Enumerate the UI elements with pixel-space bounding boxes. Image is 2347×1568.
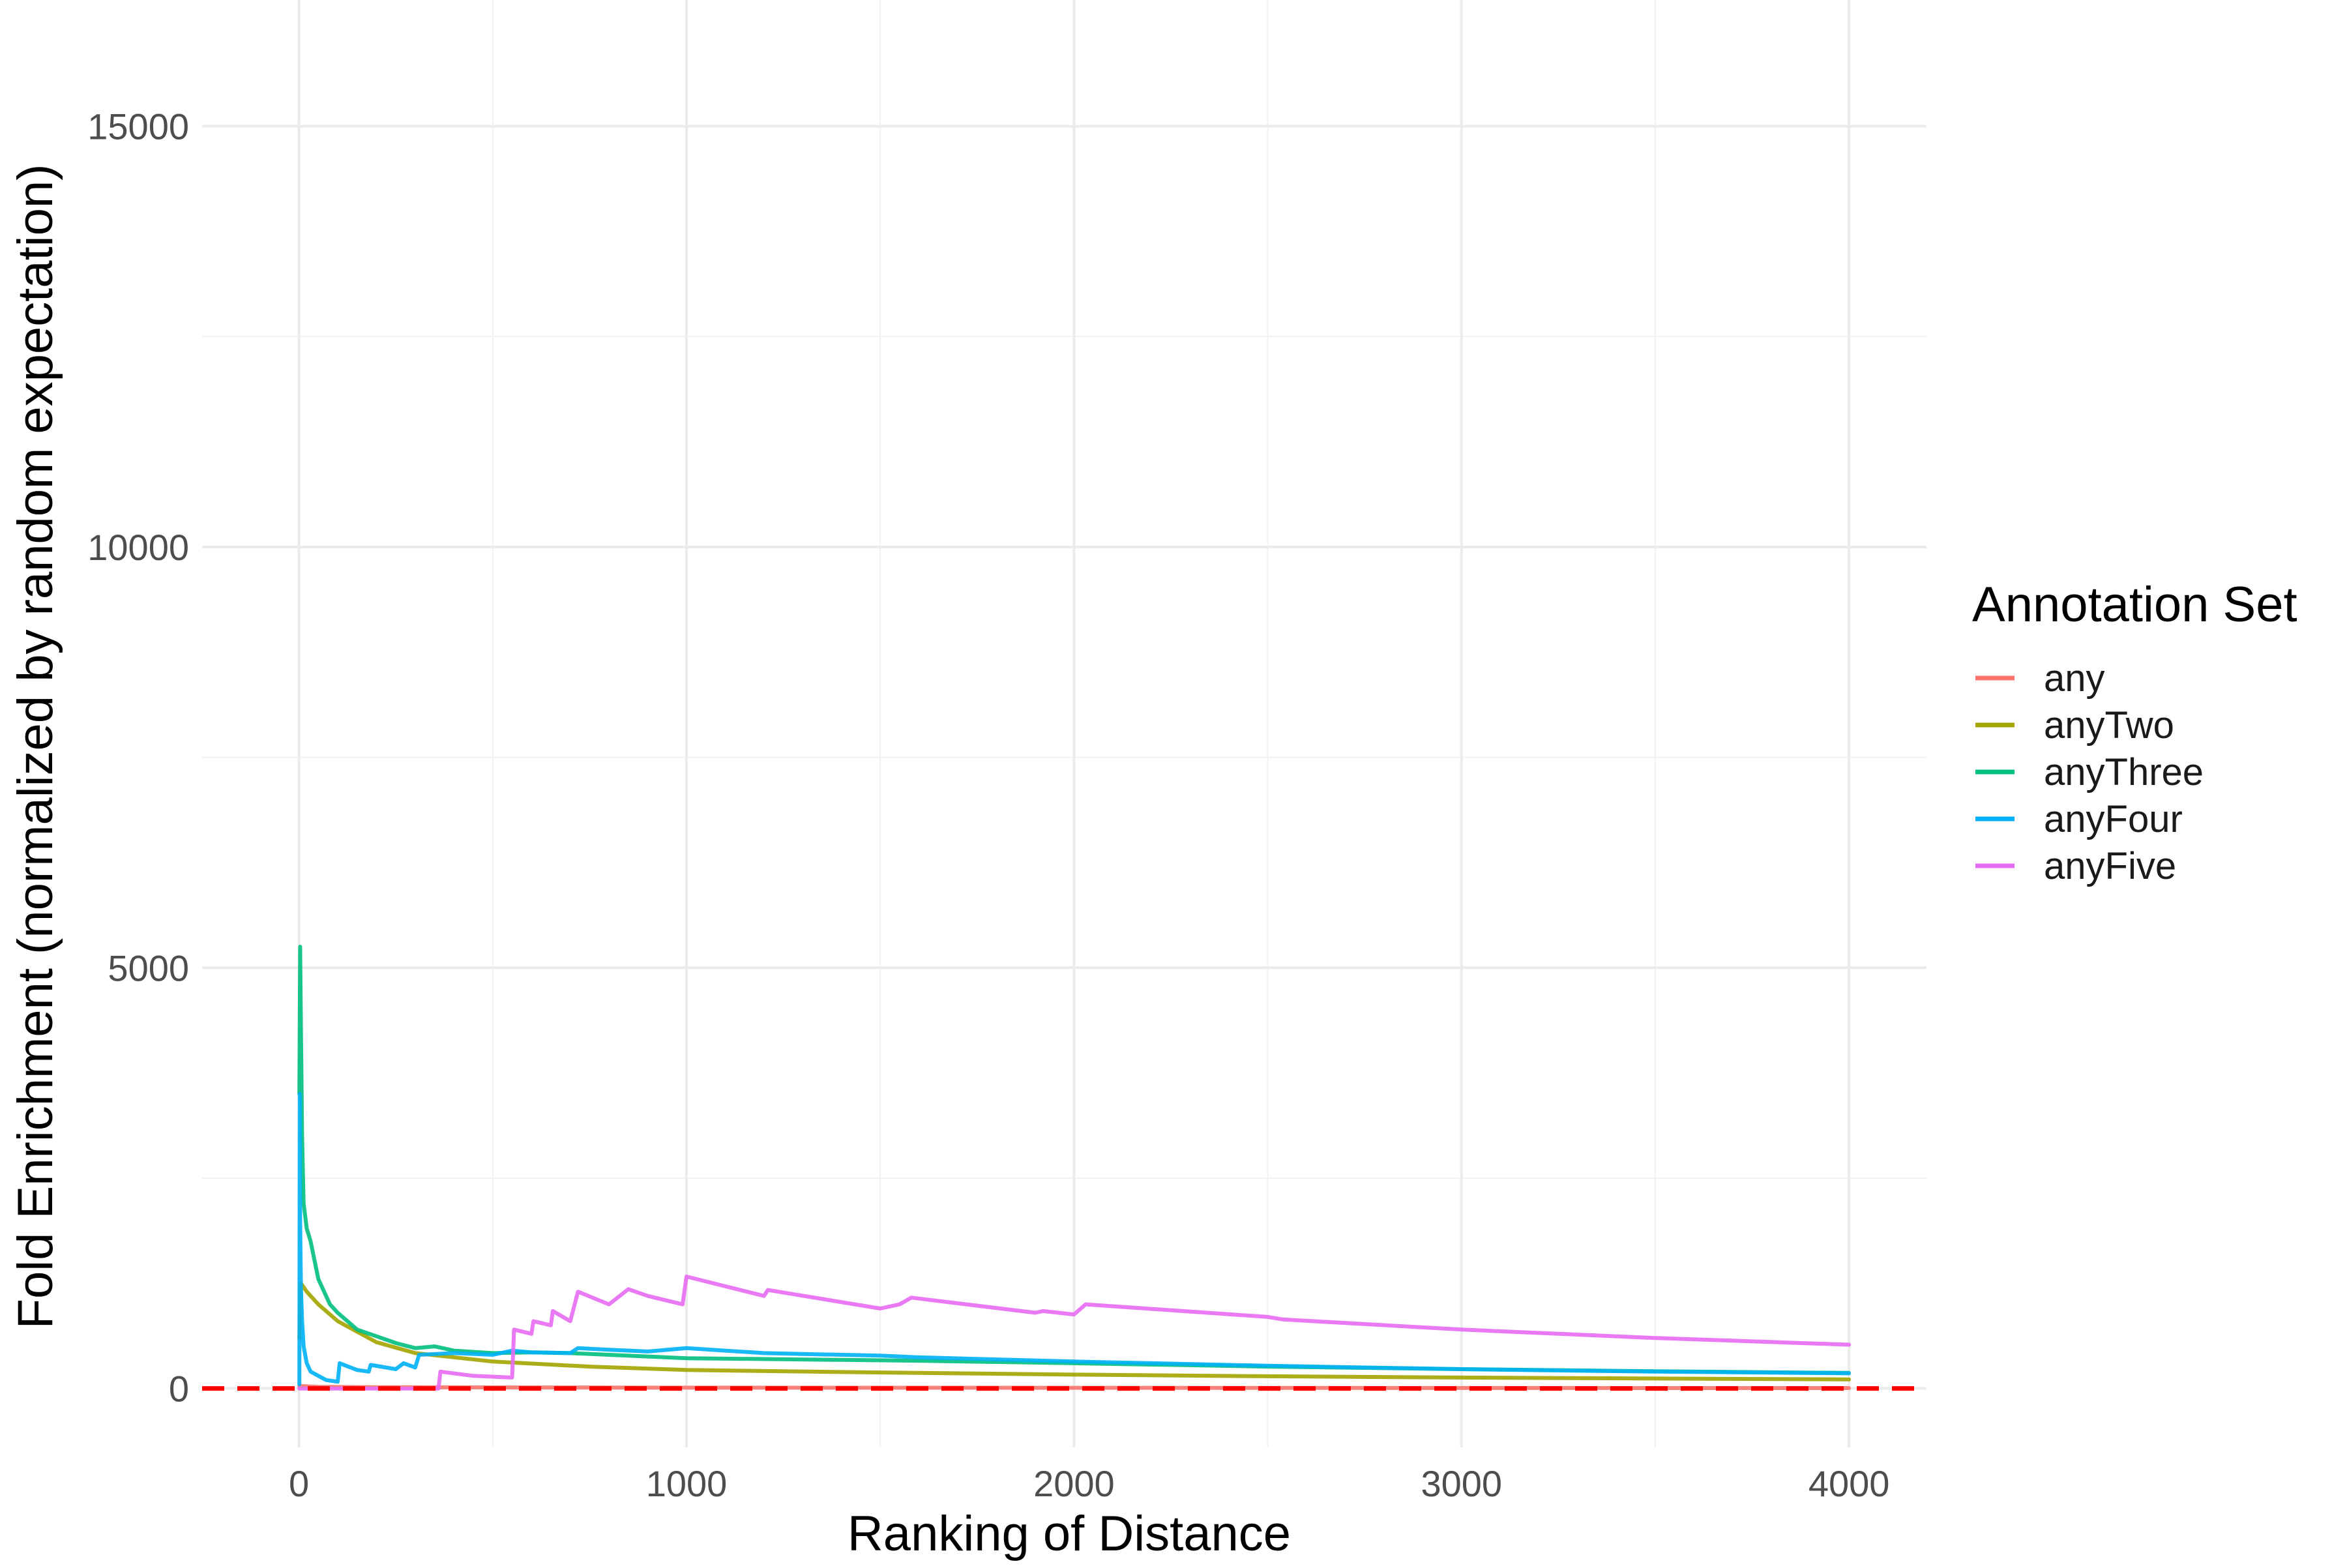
x-tick-label: 1000 <box>646 1463 728 1504</box>
y-tick-label: 10000 <box>87 527 189 568</box>
legend: Annotation Set anyanyTwoanyThreeanyFoura… <box>1972 577 2297 887</box>
minor-gridlines <box>202 0 1926 1447</box>
x-axis-ticks: 0 1000 2000 3000 4000 <box>289 1463 1889 1504</box>
legend-item-any: any <box>1975 657 2105 700</box>
y-axis-title: Fold Enrichment (normalized by random ex… <box>8 164 63 1329</box>
y-axis-ticks: 0 5000 10000 15000 <box>87 106 189 1410</box>
major-gridlines <box>202 0 1926 1447</box>
series-line-anyFive <box>297 1275 1852 1391</box>
legend-label-anyFour: anyFour <box>2044 798 2183 840</box>
x-tick-label: 4000 <box>1808 1463 1890 1504</box>
y-tick-label: 5000 <box>108 947 189 988</box>
series-line-anyThree <box>297 945 1852 1375</box>
legend-item-anyTwo: anyTwo <box>1975 704 2174 747</box>
legend-label-anyTwo: anyTwo <box>2044 704 2174 747</box>
legend-label-anyFive: anyFive <box>2044 845 2176 887</box>
y-tick-label: 0 <box>169 1368 189 1410</box>
x-tick-label: 3000 <box>1421 1463 1502 1504</box>
series-line-anyFour <box>297 1091 1852 1387</box>
legend-title: Annotation Set <box>1972 577 2297 632</box>
x-tick-label: 2000 <box>1033 1463 1115 1504</box>
legend-label-any: any <box>2044 657 2105 700</box>
x-axis-title: Ranking of Distance <box>848 1506 1291 1561</box>
legend-label-anyThree: anyThree <box>2044 751 2204 793</box>
legend-item-anyThree: anyThree <box>1975 751 2204 793</box>
legend-item-anyFive: anyFive <box>1975 845 2176 887</box>
series-layer <box>297 945 1852 1391</box>
legend-item-anyFour: anyFour <box>1975 798 2183 840</box>
x-tick-label: 0 <box>289 1463 309 1504</box>
y-tick-label: 15000 <box>87 106 189 147</box>
series-line-anyTwo <box>297 1281 1852 1382</box>
